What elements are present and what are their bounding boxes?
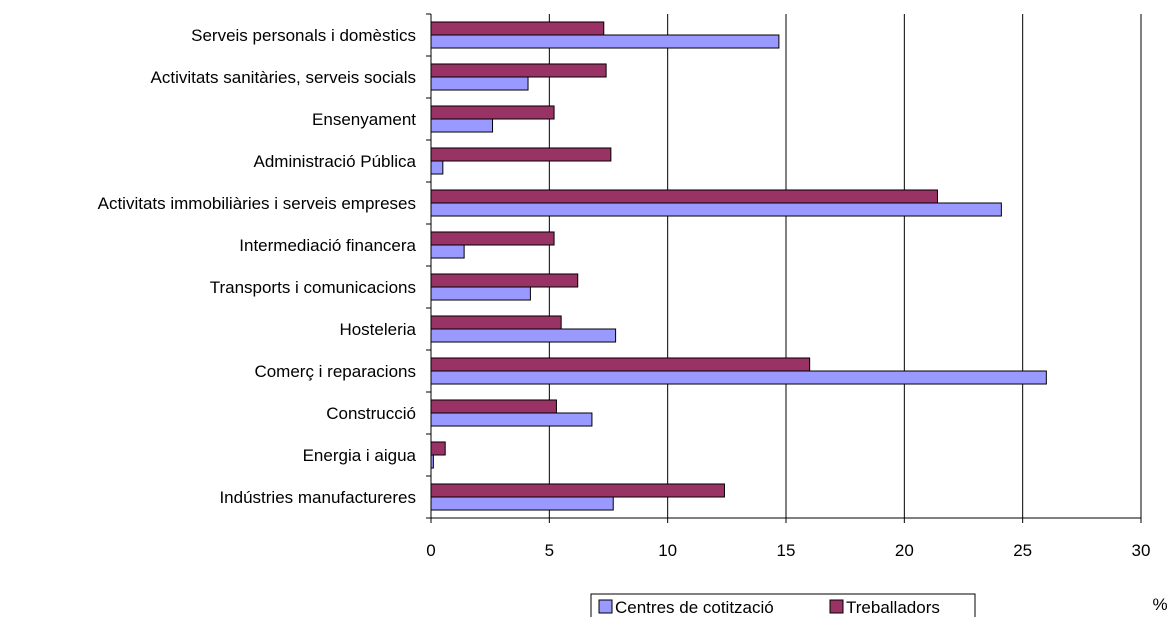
bar-treballadors [430, 189, 938, 204]
bar-centres-cotitzacio [430, 160, 444, 175]
category-label: Ensenyament [312, 110, 416, 129]
x-tick-label: 30 [1132, 541, 1151, 560]
x-tick-label: 15 [777, 541, 796, 560]
category-label: Administració Pública [253, 152, 416, 171]
category-label: Activitats sanitàries, serveis socials [151, 68, 416, 87]
gridlines [548, 14, 1142, 518]
x-tick-label: 10 [658, 541, 677, 560]
bar-treballadors [430, 315, 562, 330]
category-label: Serveis personals i domèstics [191, 26, 416, 45]
bar-treballadors [430, 147, 612, 162]
legend-box [590, 593, 976, 617]
bars [430, 21, 1047, 511]
category-label: Intermediació financera [239, 236, 416, 255]
bar-treballadors [430, 105, 555, 120]
legend-swatch-treballadors [829, 599, 844, 614]
bar-treballadors [430, 63, 607, 78]
x-tick-label: 20 [895, 541, 914, 560]
bar-centres-cotitzacio [430, 202, 1002, 217]
bar-centres-cotitzacio [430, 328, 617, 343]
axes [426, 13, 1142, 523]
bar-centres-cotitzacio [430, 244, 465, 259]
bar-treballadors [430, 273, 579, 288]
category-label: Indústries manufactureres [219, 488, 416, 507]
category-label: Comerç i reparacions [254, 362, 416, 381]
category-label: Activitats immobiliàries i serveis empre… [98, 194, 416, 213]
legend-label-treballadors: Treballadors [846, 598, 940, 617]
bar-centres-cotitzacio [430, 496, 614, 511]
bar-centres-cotitzacio [430, 412, 593, 427]
tick-labels: 0 5 10 15 20 25 30 [426, 541, 1150, 560]
legend: Centres de cotització Treballadors [590, 593, 976, 617]
legend-swatch-centres [598, 599, 613, 614]
bar-treballadors [430, 357, 811, 372]
bar-treballadors [430, 21, 605, 36]
bar-centres-cotitzacio [430, 286, 531, 301]
bar-treballadors [430, 483, 725, 498]
category-label: Hosteleria [339, 320, 416, 339]
bar-treballadors [430, 399, 557, 414]
category-label: Construcció [326, 404, 416, 423]
bar-centres-cotitzacio [430, 34, 780, 49]
category-label: Transports i comunicacions [210, 278, 416, 297]
category-label: Energia i aigua [303, 446, 417, 465]
bar-treballadors [430, 441, 446, 456]
x-axis-unit-label: % [1152, 595, 1167, 614]
bar-treballadors [430, 231, 555, 246]
x-tick-label: 0 [426, 541, 435, 560]
bar-centres-cotitzacio [430, 118, 494, 133]
x-tick-label: 25 [1013, 541, 1032, 560]
x-tick-label: 5 [545, 541, 554, 560]
legend-label-centres: Centres de cotització [615, 598, 774, 617]
bar-centres-cotitzacio [430, 370, 1047, 385]
bar-centres-cotitzacio [430, 76, 529, 91]
category-labels: Serveis personals i domèstics Activitats … [98, 26, 417, 507]
